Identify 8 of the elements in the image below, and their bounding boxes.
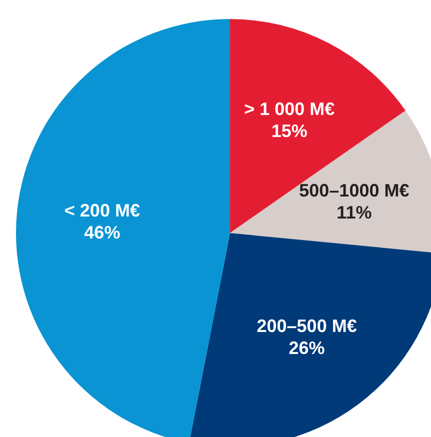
slice-label: 200–500 M€ [256, 316, 357, 336]
data-label: 11% [336, 202, 372, 222]
data-label: 26% [288, 338, 325, 358]
slice-label: > 1 000 M€ [244, 99, 335, 120]
data-label: 46% [84, 222, 120, 243]
slice-label: < 200 M€ [64, 200, 140, 221]
slice-label: 500–1000 M€ [299, 180, 410, 200]
data-label: 15% [271, 121, 308, 142]
